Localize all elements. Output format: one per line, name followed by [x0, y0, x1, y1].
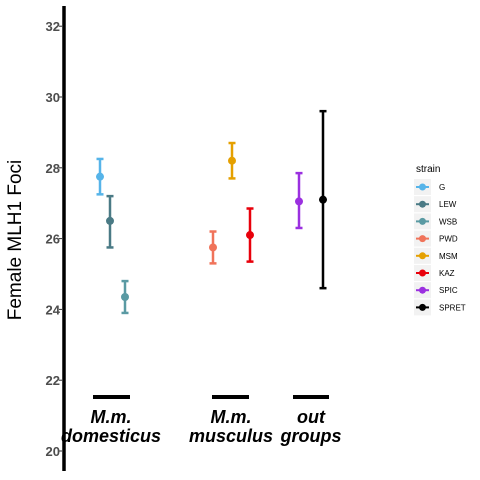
mean-point — [246, 231, 254, 240]
group-label-line2: domesticus — [61, 426, 161, 446]
legend-key-point — [419, 183, 426, 191]
legend-label: KAZ — [439, 269, 455, 278]
group-label-line1: out — [297, 407, 326, 427]
strain-mark-pwd — [209, 230, 217, 265]
y-tick-label: 26 — [46, 232, 60, 247]
data-marks — [96, 109, 327, 315]
mean-point — [295, 197, 303, 206]
legend-key-point — [419, 235, 426, 243]
group-2: M.m.musculus — [189, 395, 273, 446]
legend-item-lew: LEW — [414, 196, 457, 213]
legend-key-point — [419, 269, 426, 277]
y-tick-label: 24 — [46, 302, 61, 317]
legend-label: SPRET — [439, 303, 466, 312]
group-1: M.m.domesticus — [61, 395, 161, 446]
y-tick-label: 32 — [46, 19, 60, 34]
y-tick-label: 22 — [46, 373, 60, 388]
mean-point — [121, 293, 129, 302]
legend-item-wsb: WSB — [414, 213, 457, 230]
strain-mark-kaz — [246, 207, 254, 263]
legend-label: WSB — [439, 217, 457, 226]
strain-mark-wsb — [121, 279, 129, 315]
y-axis-label: Female MLH1 Foci — [5, 160, 26, 321]
legend-key-point — [419, 252, 426, 260]
legend-label: SPIC — [439, 286, 458, 295]
legend-item-spic: SPIC — [414, 282, 458, 299]
legend-title: strain — [416, 164, 440, 175]
legend-key-point — [419, 200, 426, 208]
legend-item-msm: MSM — [414, 247, 458, 264]
legend-key-point — [419, 286, 426, 294]
y-axis: 20 22 24 26 28 30 32 — [46, 6, 66, 471]
y-tick-label: 20 — [46, 444, 60, 459]
mean-point — [96, 172, 104, 181]
legend-label: G — [439, 183, 445, 192]
group-label-line2: groups — [280, 426, 342, 446]
legend-item-spret: SPRET — [414, 299, 466, 316]
legend-key-point — [419, 217, 426, 225]
strain-mark-spic — [295, 171, 303, 230]
mean-point — [209, 243, 217, 252]
legend-item-pwd: PWD — [414, 230, 458, 247]
strain-mark-lew — [106, 194, 114, 249]
group-label-line1: M.m. — [210, 407, 251, 427]
mean-point — [228, 156, 236, 165]
legend-key-point — [419, 303, 426, 311]
legend-label: PWD — [439, 235, 458, 244]
legend-item-g: G — [414, 179, 445, 195]
strain-mark-spret — [319, 109, 327, 290]
group-label-line1: M.m. — [90, 407, 131, 427]
y-tick-label: 28 — [46, 161, 60, 176]
legend: strain G LEW WSB PWD MSM KAZ SPIC SPRET — [414, 164, 466, 316]
group-label-line2: musculus — [189, 426, 273, 446]
strain-mark-g — [96, 157, 104, 196]
legend-item-kaz: KAZ — [414, 265, 455, 281]
legend-label: LEW — [439, 200, 457, 209]
y-tick-label: 30 — [46, 90, 60, 105]
mean-point — [319, 195, 327, 204]
legend-label: MSM — [439, 252, 458, 261]
mean-point — [106, 216, 114, 225]
strain-mark-msm — [228, 141, 236, 180]
